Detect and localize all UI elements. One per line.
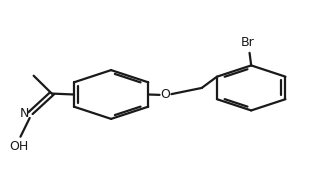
Text: N: N xyxy=(19,107,29,120)
Text: OH: OH xyxy=(9,140,28,153)
Text: O: O xyxy=(161,88,170,101)
Text: Br: Br xyxy=(241,36,255,50)
